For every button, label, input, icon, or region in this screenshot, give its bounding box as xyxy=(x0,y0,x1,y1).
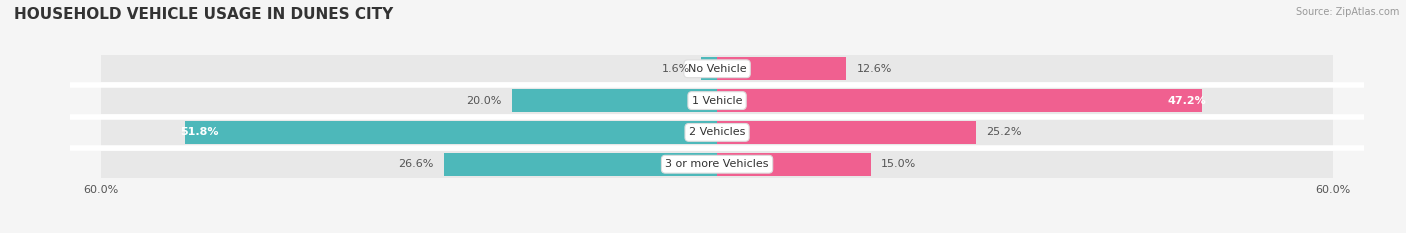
Text: 26.6%: 26.6% xyxy=(398,159,433,169)
Text: 1.6%: 1.6% xyxy=(662,64,690,74)
Bar xyxy=(717,89,1202,112)
Bar xyxy=(717,55,1333,82)
Bar xyxy=(700,57,717,80)
Bar xyxy=(717,87,1333,114)
Bar xyxy=(717,151,1333,178)
Bar xyxy=(717,57,846,80)
Text: 12.6%: 12.6% xyxy=(856,64,891,74)
Bar xyxy=(101,119,717,146)
Text: 51.8%: 51.8% xyxy=(180,127,219,137)
Text: 20.0%: 20.0% xyxy=(467,96,502,106)
Bar xyxy=(101,87,717,114)
Text: 25.2%: 25.2% xyxy=(986,127,1022,137)
Text: 47.2%: 47.2% xyxy=(1168,96,1206,106)
Text: No Vehicle: No Vehicle xyxy=(688,64,747,74)
Text: 15.0%: 15.0% xyxy=(882,159,917,169)
Bar xyxy=(101,55,717,82)
Text: 1 Vehicle: 1 Vehicle xyxy=(692,96,742,106)
Bar xyxy=(444,153,717,176)
Text: 2 Vehicles: 2 Vehicles xyxy=(689,127,745,137)
Text: Source: ZipAtlas.com: Source: ZipAtlas.com xyxy=(1295,7,1399,17)
Bar xyxy=(717,119,1333,146)
Bar xyxy=(717,121,976,144)
Text: HOUSEHOLD VEHICLE USAGE IN DUNES CITY: HOUSEHOLD VEHICLE USAGE IN DUNES CITY xyxy=(14,7,394,22)
Text: 3 or more Vehicles: 3 or more Vehicles xyxy=(665,159,769,169)
Bar xyxy=(717,153,872,176)
Bar xyxy=(186,121,717,144)
Bar xyxy=(101,151,717,178)
Bar xyxy=(512,89,717,112)
